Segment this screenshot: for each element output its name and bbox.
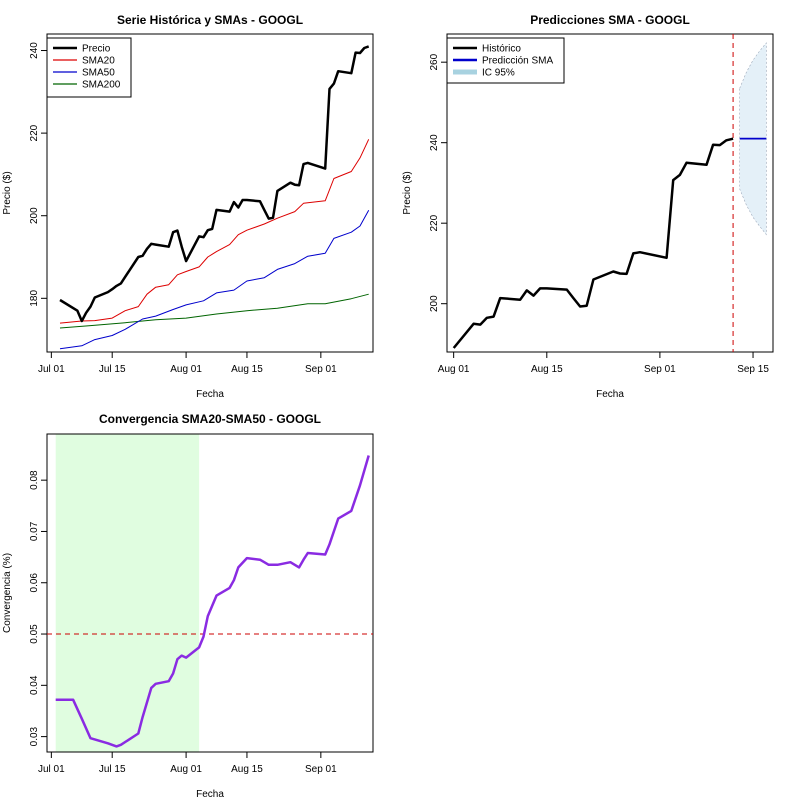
x-tick-label: Jul 01	[38, 764, 65, 775]
legend-box	[446, 37, 565, 84]
chart-panel-price: Serie Histórica y SMAs - GOOGL Jul 01 Jul…	[2, 13, 374, 400]
y-tick-label: 200	[29, 207, 40, 224]
series-line-precio	[59, 45, 370, 323]
y-tick-label: 0.08	[29, 470, 40, 490]
y-axis-label: Convergencia (%)	[2, 553, 13, 633]
series-line-sma50	[59, 210, 370, 350]
series-line-sma20	[59, 139, 370, 324]
legend-label: Histórico	[482, 44, 521, 55]
chart-title: Convergencia SMA20-SMA50 - GOOGL	[99, 412, 321, 426]
y-axis-label: Precio ($)	[402, 171, 413, 214]
x-tick-label: Sep 01	[305, 364, 337, 375]
legend-label: Predicción SMA	[482, 56, 553, 67]
chart-panel-convergence: Convergencia SMA20-SMA50 - GOOGL Jul 01 J…	[2, 412, 374, 800]
x-tick-label: Jul 15	[99, 364, 126, 375]
shaded-region	[55, 434, 200, 752]
y-tick-label: 0.06	[29, 573, 40, 593]
y-tick-label: 220	[29, 124, 40, 141]
plot-box	[46, 33, 374, 353]
y-tick-label: 240	[429, 134, 440, 151]
legend-label: Precio	[82, 44, 111, 55]
y-axis-label: Precio ($)	[2, 171, 13, 214]
x-tick-label: Jul 15	[99, 764, 126, 775]
x-tick-label: Aug 01	[170, 764, 202, 775]
y-tick-label: 0.07	[29, 521, 40, 541]
chart-title: Serie Histórica y SMAs - GOOGL	[117, 13, 303, 27]
chart-title: Predicciones SMA - GOOGL	[530, 13, 690, 27]
y-tick-label: 180	[29, 290, 40, 307]
x-axis-label: Fecha	[596, 389, 624, 400]
x-tick-label: Sep 01	[305, 764, 337, 775]
series-line-convergencia	[55, 455, 370, 748]
x-tick-label: Jul 01	[38, 364, 65, 375]
x-tick-label: Sep 15	[737, 364, 769, 375]
x-axis-label: Fecha	[196, 789, 224, 800]
y-tick-label: 220	[429, 214, 440, 231]
y-tick-label: 200	[429, 295, 440, 312]
x-tick-label: Aug 01	[170, 364, 202, 375]
x-tick-label: Sep 01	[644, 364, 676, 375]
x-tick-label: Aug 15	[531, 364, 563, 375]
legend-label: SMA20	[82, 56, 115, 67]
legend-label: SMA200	[82, 80, 121, 91]
plot-box	[446, 33, 774, 353]
y-tick-label: 0.04	[29, 675, 40, 695]
y-tick-label: 240	[29, 42, 40, 59]
y-tick-label: 260	[429, 53, 440, 70]
series-line-sma200	[59, 293, 369, 329]
legend-label: IC 95%	[482, 68, 515, 79]
y-tick-label: 0.03	[29, 726, 40, 746]
x-axis-label: Fecha	[196, 389, 224, 400]
x-tick-label: Aug 15	[231, 764, 263, 775]
chart-panel-prediction: Predicciones SMA - GOOGL Aug 01 Aug 15 Sep…	[402, 13, 774, 400]
x-tick-label: Aug 01	[438, 364, 470, 375]
series-line-historico	[452, 137, 734, 349]
x-tick-label: Aug 15	[231, 364, 263, 375]
legend-label: SMA50	[82, 68, 115, 79]
plot-box	[46, 433, 374, 753]
y-tick-label: 0.05	[29, 624, 40, 644]
